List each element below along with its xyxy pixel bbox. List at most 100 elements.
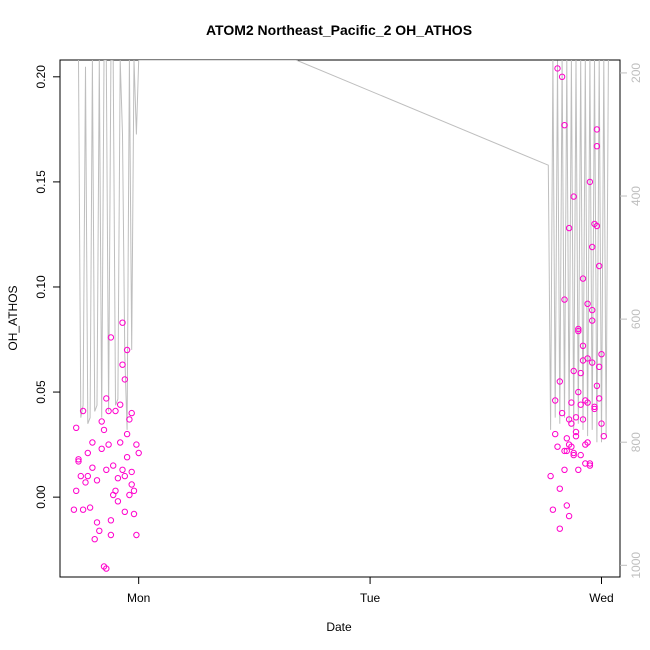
data-point [103,466,110,473]
data-point [117,401,124,408]
data-point [565,512,573,520]
right-y-axis: 200 400 600 800 1000 [620,63,643,579]
data-point [75,456,82,463]
data-point [584,399,591,406]
data-point [79,407,87,415]
depth-line [78,60,609,443]
data-point [133,441,140,448]
data-point [549,506,557,513]
data-point [586,460,594,467]
data-point [572,433,580,440]
data-point [128,481,135,488]
depth-line-layer [78,60,609,443]
data-point [73,424,80,431]
data-point [568,443,575,450]
data-point [577,369,584,377]
data-point [126,416,133,423]
data-point [575,466,582,473]
right-y-tick-label: 400 [629,186,643,206]
data-point [119,466,126,473]
data-point [582,460,589,467]
data-point [103,565,110,572]
data-point [556,485,563,492]
data-point [121,508,129,515]
data-point [589,359,596,366]
data-point [93,519,101,526]
data-point [577,401,584,408]
data-point [112,487,119,494]
data-point [572,428,580,436]
data-point [112,407,119,415]
data-point [554,65,561,72]
data-point [579,416,587,423]
data-point [584,300,591,307]
data-point [568,420,575,427]
data-point [563,502,570,509]
chart-title: ATOM2 Northeast_Pacific_2 OH_ATHOS [206,22,472,38]
data-point [558,409,566,417]
data-point [86,504,94,511]
data-point [547,472,554,480]
y-tick-label: 0.10 [34,275,48,299]
data-point [128,409,135,417]
data-point [98,418,105,425]
data-point [561,466,568,473]
data-point [84,449,92,457]
data-point [89,464,96,471]
data-point [596,363,603,370]
data-point [568,399,575,406]
data-point [589,306,596,314]
data-point [586,178,594,186]
data-point [133,531,140,539]
data-point [123,454,131,461]
x-tick-label: Wed [589,591,613,605]
data-point [105,441,112,448]
data-point [565,224,573,232]
data-point [73,487,80,494]
data-point [77,472,85,480]
data-point [114,475,122,482]
x-tick-label: Mon [127,591,150,605]
data-point [598,420,605,427]
data-point [593,126,601,133]
data-point [570,451,577,459]
data-point [579,275,587,282]
data-point [121,376,129,383]
data-point [93,477,101,484]
data-point [96,527,103,534]
data-point [575,325,582,333]
data-point [570,449,577,457]
data-point [579,357,587,364]
data-point [570,367,577,375]
data-point [135,449,142,457]
data-point [561,122,568,129]
y-axis: 0.00 0.05 0.10 0.15 0.20 [34,65,60,509]
data-point [552,397,559,404]
data-point [561,296,568,303]
data-point [570,193,577,200]
y-tick-label: 0.15 [34,170,48,194]
data-point [126,491,133,499]
data-point [577,451,584,459]
x-axis: Mon Tue Wed [127,577,614,605]
data-point [123,430,131,438]
x-axis-label: Date [326,620,352,634]
data-point [593,143,601,150]
data-point [107,334,115,341]
data-point [79,506,87,513]
data-point [123,346,131,354]
data-point [107,517,115,524]
data-point [70,506,78,513]
data-point [100,426,108,434]
right-y-tick-label: 200 [629,63,643,83]
data-point [554,443,561,450]
y-axis-label: OH_ATHOS [6,285,20,350]
y-tick-label: 0.00 [34,485,48,509]
right-y-tick-label: 600 [629,309,643,329]
data-point [596,262,603,270]
data-point [593,382,601,389]
data-point [117,439,124,446]
right-y-tick-label: 1000 [629,552,643,579]
data-point [591,403,598,410]
